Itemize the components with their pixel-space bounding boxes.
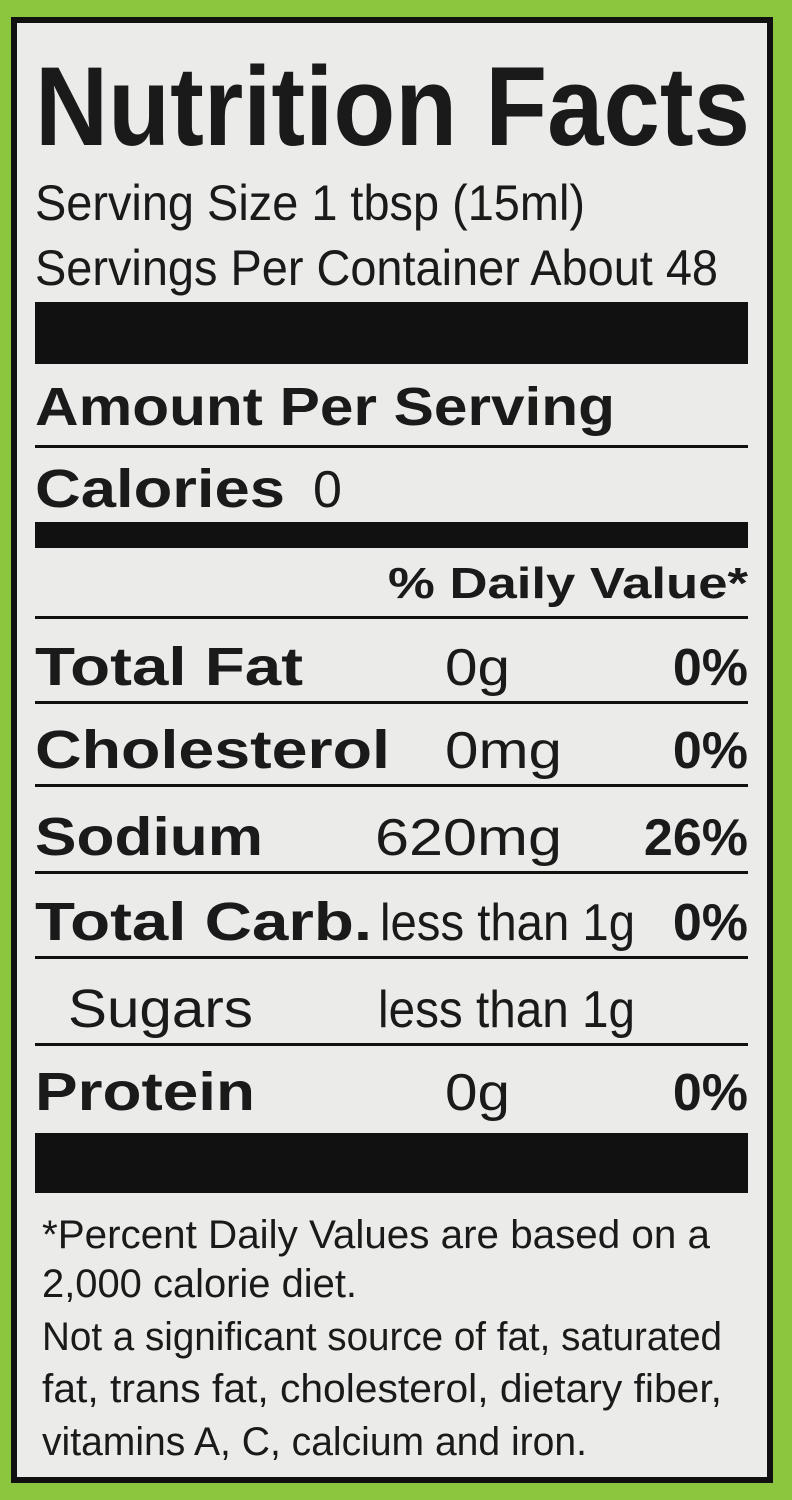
nutrient-amount: 620mg [375, 809, 562, 867]
servings-per-container: Servings Per Container About 48 [35, 240, 718, 296]
nutrient-name: Protein [35, 1062, 255, 1122]
footnote-line: 2,000 calorie diet. [42, 1262, 357, 1306]
nutrient-name: Total Carb. [35, 892, 372, 952]
footnote-line: *Percent Daily Values are based on a [42, 1213, 711, 1257]
rule [35, 956, 748, 959]
nutrient-amount: 0g [445, 639, 510, 697]
nutrient-name: Total Fat [35, 637, 303, 697]
daily-value: 26% [644, 809, 748, 867]
rule [35, 871, 748, 874]
rule [35, 1043, 748, 1046]
serving-size: Serving Size 1 tbsp (15ml) [35, 175, 585, 231]
calories-label: Calories [35, 459, 285, 519]
amount-header: Amount Per Serving [35, 377, 615, 437]
daily-value: 0% [673, 722, 748, 780]
daily-value: 0% [673, 894, 748, 952]
footnote-line: vitamins A, C, calcium and iron. [42, 1420, 587, 1464]
footnote-line: fat, trans fat, cholesterol, dietary fib… [42, 1367, 722, 1411]
nutrient-amount: less than 1g [380, 894, 635, 952]
medium-bar [35, 522, 748, 548]
thick-bar [35, 1133, 748, 1193]
nutrient-name: Cholesterol [35, 720, 390, 780]
rule [35, 616, 748, 619]
rule [35, 701, 748, 704]
label-panel [11, 17, 773, 1483]
footnote-line: Not a significant source of fat, saturat… [42, 1315, 722, 1359]
nutrient-amount: less than 1g [378, 981, 635, 1039]
daily-value: 0% [673, 639, 748, 697]
nutrient-amount: 0mg [445, 722, 562, 780]
rule [35, 784, 748, 787]
rule [35, 445, 748, 448]
nutrient-name: Sugars [68, 979, 253, 1039]
title: Nutrition Facts [35, 44, 750, 169]
nutrient-amount: 0g [445, 1064, 510, 1122]
calories-value: 0 [313, 461, 342, 519]
thick-bar [35, 302, 748, 364]
dv-header: % Daily Value* [388, 559, 749, 608]
daily-value: 0% [673, 1064, 748, 1122]
nutrient-name: Sodium [35, 807, 263, 867]
